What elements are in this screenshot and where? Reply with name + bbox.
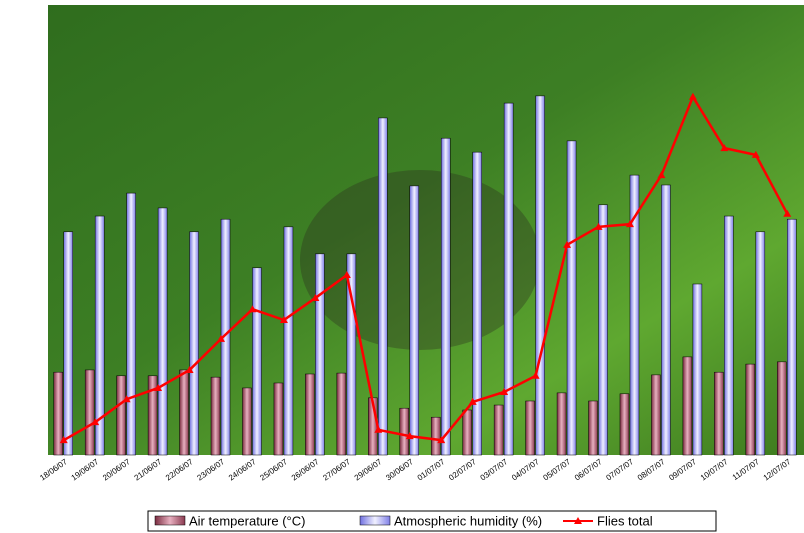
bar [337,373,346,455]
chart: Air temperature (°C) Atmospheric humidity… [0,0,804,533]
x-tick-label: 02/07/07 [447,457,478,483]
x-tick-label: 05/07/07 [542,457,573,483]
x-tick-label: 11/07/07 [731,457,762,482]
bar [441,138,450,455]
bar [211,377,220,455]
legend-label: Air temperature (°C) [189,513,305,528]
bar [284,227,293,455]
bar [305,374,314,455]
legend-label: Atmospheric humidity (%) [394,513,542,528]
legend-label: Flies total [597,513,653,528]
x-tick-label: 29/06/07 [353,457,384,483]
x-tick-label: 19/06/07 [70,457,101,483]
x-tick-label: 20/06/07 [101,457,132,483]
page: {"chart_data": {"type": "bar-line", "cat… [0,0,804,533]
bar [117,376,126,455]
bar [599,205,608,455]
x-tick-label: 25/06/07 [258,457,289,483]
x-tick-label: 03/07/07 [479,457,510,483]
bar [473,152,482,455]
legend-swatch [360,516,390,525]
bar [746,364,755,455]
bar [589,401,598,455]
x-tick-label: 08/07/07 [636,457,667,483]
x-tick-label: 07/07/07 [604,457,635,483]
bar [431,417,440,455]
bar [127,193,136,455]
bar [651,375,660,455]
bar [557,393,566,455]
x-tick-label: 01/07/07 [416,457,447,483]
x-tick-label: 18/06/07 [38,457,69,483]
x-tick-label: 10/07/07 [699,457,730,483]
x-tick-label: 04/07/07 [510,457,541,483]
bar [526,401,535,455]
x-tick-label: 12/07/07 [762,457,793,483]
bar [504,103,513,455]
bar [410,186,419,455]
x-tick-label: 26/06/07 [290,457,321,483]
x-tick-label: 22/06/07 [164,457,195,483]
bar [158,208,167,455]
x-tick-label: 21/06/07 [133,457,164,483]
bar [315,254,324,455]
x-tick-label: 24/06/07 [227,457,258,483]
x-tick-label: 23/06/07 [195,457,226,483]
bar [683,357,692,455]
bar [400,408,409,455]
legend-swatch [155,516,185,525]
bar [85,370,94,455]
bar [714,372,723,455]
bar [724,216,733,455]
bar [252,268,261,455]
x-tick-label: 09/07/07 [667,457,698,483]
bar [378,118,387,455]
bar [190,232,199,455]
bar [494,405,503,455]
bar [693,284,702,455]
bar [463,410,472,455]
bar [756,232,765,455]
x-tick-label: 30/06/07 [384,457,415,483]
x-tick-label: 06/07/07 [573,457,604,483]
bar [180,370,189,455]
bar [787,219,796,455]
x-tick-label: 27/06/07 [321,457,352,483]
bar [242,388,251,455]
bar [567,141,576,455]
bar [777,362,786,455]
bar [274,383,283,455]
bar [661,185,670,455]
bar [64,232,73,455]
bar [536,96,545,455]
bar [620,394,629,455]
